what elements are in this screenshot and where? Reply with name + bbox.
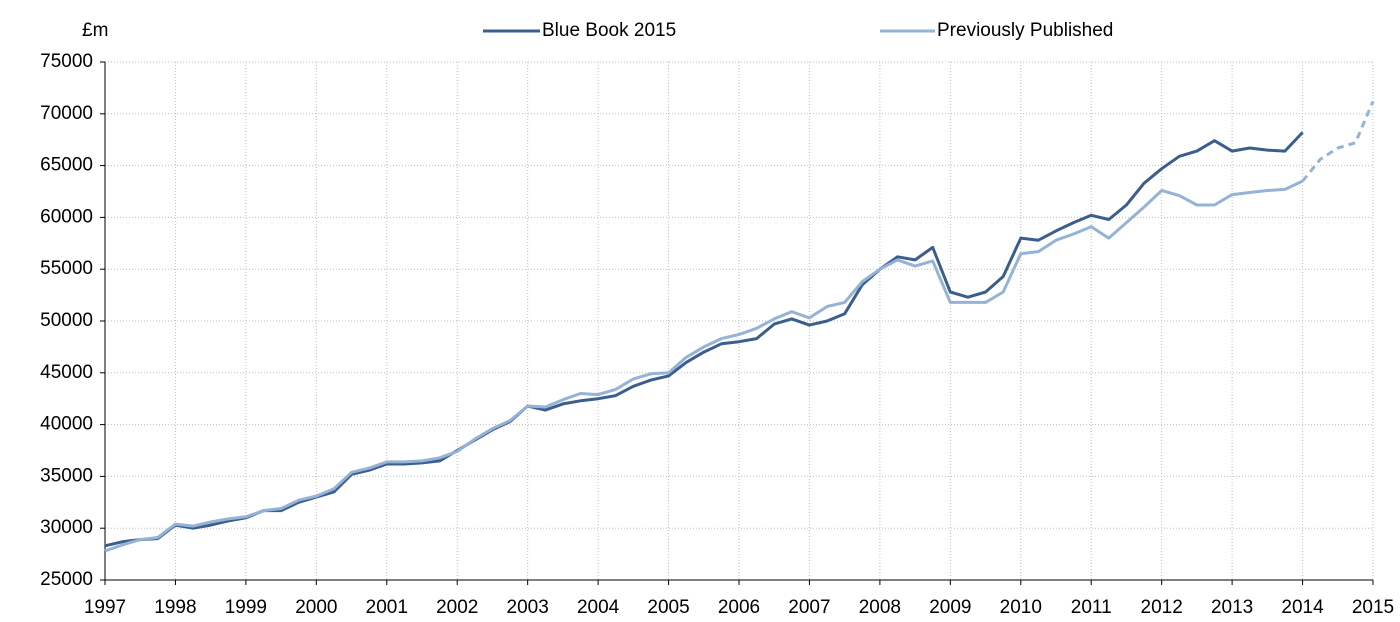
legend-label: Blue Book 2015 xyxy=(542,20,676,41)
x-tick-label: 2008 xyxy=(859,597,901,618)
x-tick-label: 2001 xyxy=(366,597,408,618)
y-tick-label: 70000 xyxy=(40,103,93,124)
y-tick-label: 35000 xyxy=(40,465,93,486)
x-tick-label: 1998 xyxy=(154,597,196,618)
x-tick-label: 2002 xyxy=(436,597,478,618)
x-tick-label: 2014 xyxy=(1281,597,1324,618)
x-tick-label: 2007 xyxy=(788,597,830,618)
y-tick-label: 25000 xyxy=(40,569,93,590)
x-tick-label: 2005 xyxy=(647,597,689,618)
y-tick-label: 65000 xyxy=(40,155,93,176)
x-tick-label: 2009 xyxy=(929,597,971,618)
y-tick-label: 60000 xyxy=(40,206,93,227)
x-tick-label: 1997 xyxy=(84,597,126,618)
legend-label: Previously Published xyxy=(937,20,1113,41)
series-line xyxy=(104,179,1304,553)
x-tick-label: 2010 xyxy=(1000,597,1042,618)
y-tick-label: 55000 xyxy=(40,258,93,279)
x-tick-label: 2004 xyxy=(577,597,620,618)
series-line xyxy=(104,131,1304,548)
x-tick-label: 2012 xyxy=(1141,597,1183,618)
y-tick-label: 40000 xyxy=(40,414,93,435)
y-unit-label: £m xyxy=(82,20,108,41)
x-tick-label: 2003 xyxy=(507,597,549,618)
series-line xyxy=(1301,100,1375,183)
x-tick-label: 2000 xyxy=(295,597,337,618)
y-tick-label: 75000 xyxy=(40,51,93,72)
y-tick-label: 30000 xyxy=(40,517,93,538)
x-tick-label: 2006 xyxy=(718,597,760,618)
x-tick-label: 2013 xyxy=(1211,597,1253,618)
x-tick-label: 2011 xyxy=(1071,597,1112,618)
x-tick-label: 1999 xyxy=(225,597,267,618)
y-tick-label: 45000 xyxy=(40,362,93,383)
y-tick-label: 50000 xyxy=(40,310,93,331)
x-tick-label: 2015 xyxy=(1352,597,1394,618)
